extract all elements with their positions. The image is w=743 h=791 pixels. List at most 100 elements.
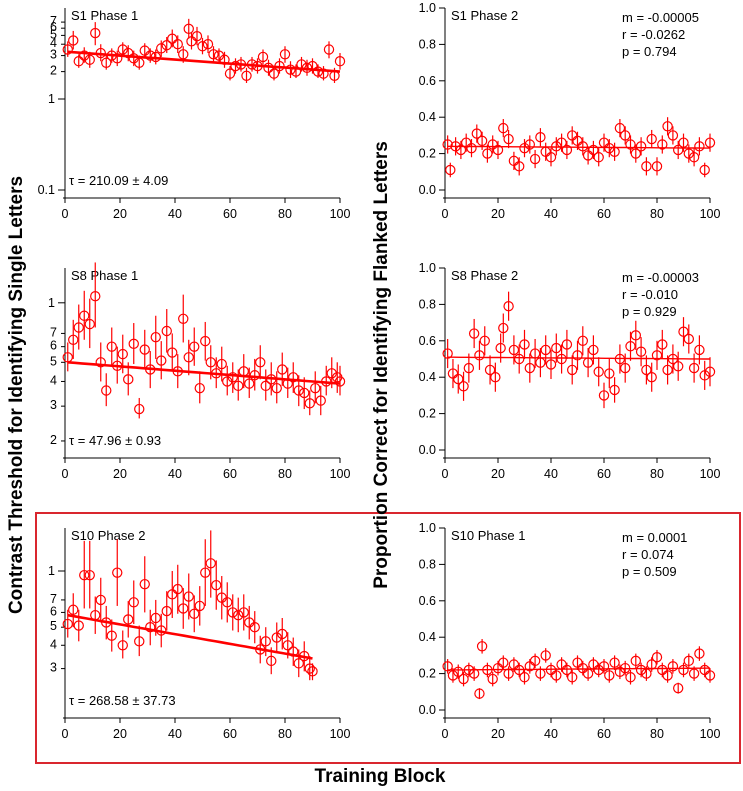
data-point bbox=[572, 657, 583, 668]
stat-p-value: p = 0.509 bbox=[622, 564, 677, 579]
data-point bbox=[84, 54, 95, 65]
data-point bbox=[447, 368, 459, 379]
data-point bbox=[95, 357, 106, 368]
y-tick-label: 0.4 bbox=[419, 370, 436, 384]
data-point bbox=[285, 64, 296, 75]
data-point bbox=[310, 382, 321, 394]
data-point bbox=[474, 688, 485, 699]
x-tick-label: 20 bbox=[113, 467, 127, 481]
y-tick-label: 1 bbox=[48, 564, 55, 578]
data-point bbox=[492, 662, 504, 674]
y-tick-label: 5 bbox=[50, 354, 57, 368]
data-point bbox=[678, 137, 689, 148]
data-point bbox=[318, 68, 329, 79]
data-point bbox=[90, 27, 101, 39]
y-tick-label: 7 bbox=[50, 592, 57, 606]
data-point bbox=[139, 578, 150, 590]
data-point bbox=[249, 370, 260, 381]
axes bbox=[439, 267, 711, 463]
data-point bbox=[635, 346, 647, 357]
axes bbox=[439, 7, 711, 203]
stat-p-value: p = 0.929 bbox=[622, 304, 677, 319]
y-tick-label: 0.6 bbox=[419, 594, 436, 608]
data-point bbox=[307, 666, 318, 677]
data-point bbox=[134, 403, 145, 415]
data-point bbox=[156, 625, 167, 636]
data-point bbox=[551, 141, 562, 152]
chart-panel-6: 0 20 40 60 80 100 0.0 0.2 0.4 0.6 0.8 1.0 S10 Phase … bbox=[419, 521, 721, 741]
x-tick-label: 0 bbox=[62, 727, 69, 741]
data-point bbox=[90, 609, 101, 621]
data-point bbox=[479, 335, 490, 346]
data-point bbox=[614, 353, 626, 365]
data-point bbox=[112, 567, 123, 578]
y-tick-label: 0.0 bbox=[419, 183, 436, 197]
data-point bbox=[673, 361, 684, 372]
data-point bbox=[508, 155, 520, 167]
data-point bbox=[183, 23, 194, 35]
data-point bbox=[484, 364, 496, 376]
data-point bbox=[657, 664, 668, 676]
tau-annotation: τ = 47.96 ± 0.93 bbox=[69, 433, 161, 448]
data-point bbox=[442, 661, 453, 672]
data-point bbox=[678, 326, 689, 337]
data-point bbox=[556, 137, 567, 148]
data-point bbox=[189, 608, 200, 619]
data-point bbox=[662, 670, 673, 681]
y-tick-label: 0.1 bbox=[38, 183, 55, 197]
data-point bbox=[73, 322, 84, 333]
x-tick-label: 80 bbox=[650, 207, 664, 221]
data-point bbox=[609, 146, 620, 157]
data-point bbox=[567, 130, 578, 141]
data-point bbox=[620, 662, 631, 674]
x-tick-label: 40 bbox=[544, 467, 558, 481]
data-point bbox=[117, 640, 128, 651]
x-tick-label: 20 bbox=[491, 727, 505, 741]
data-point bbox=[271, 382, 282, 394]
data-point bbox=[588, 144, 599, 156]
data-point bbox=[442, 139, 453, 150]
data-point bbox=[651, 652, 663, 663]
x-axis-label: Training Block bbox=[315, 766, 446, 787]
data-point bbox=[694, 344, 705, 356]
data-point bbox=[263, 62, 274, 74]
data-point bbox=[123, 374, 134, 385]
data-point bbox=[95, 47, 106, 59]
data-point bbox=[463, 664, 475, 676]
data-point bbox=[582, 668, 594, 679]
tau-annotation: τ = 210.09 ± 4.09 bbox=[69, 173, 168, 188]
data-point bbox=[468, 328, 480, 339]
data-point bbox=[540, 344, 551, 356]
data-point bbox=[561, 339, 573, 350]
y-tick-label: 1.0 bbox=[419, 521, 436, 535]
data-point bbox=[200, 335, 211, 347]
data-point bbox=[577, 141, 589, 152]
y-tick-label: 6 bbox=[50, 604, 57, 618]
data-point bbox=[156, 355, 167, 366]
y-tick-label: 0.4 bbox=[419, 110, 436, 124]
data-point bbox=[458, 381, 469, 392]
data-point bbox=[604, 142, 615, 154]
data-point bbox=[458, 673, 469, 685]
data-point bbox=[620, 130, 631, 141]
y-tick-label: 2 bbox=[50, 64, 57, 78]
stat-correlation: r = -0.0262 bbox=[622, 27, 685, 42]
data-point bbox=[288, 372, 299, 383]
data-point bbox=[503, 668, 514, 679]
x-tick-label: 40 bbox=[544, 207, 558, 221]
data-point bbox=[241, 70, 252, 81]
data-point bbox=[282, 378, 293, 389]
tau-annotation: τ = 268.58 ± 37.73 bbox=[69, 693, 176, 708]
data-point bbox=[128, 338, 139, 350]
data-point bbox=[567, 672, 578, 683]
data-point bbox=[238, 607, 249, 618]
data-point bbox=[246, 59, 258, 70]
data-point bbox=[227, 607, 238, 618]
panel-title: S1 Phase 2 bbox=[451, 8, 518, 23]
panel-title: S8 Phase 2 bbox=[451, 268, 518, 283]
data-point bbox=[202, 39, 214, 50]
data-point bbox=[635, 664, 647, 676]
x-tick-label: 40 bbox=[544, 727, 558, 741]
